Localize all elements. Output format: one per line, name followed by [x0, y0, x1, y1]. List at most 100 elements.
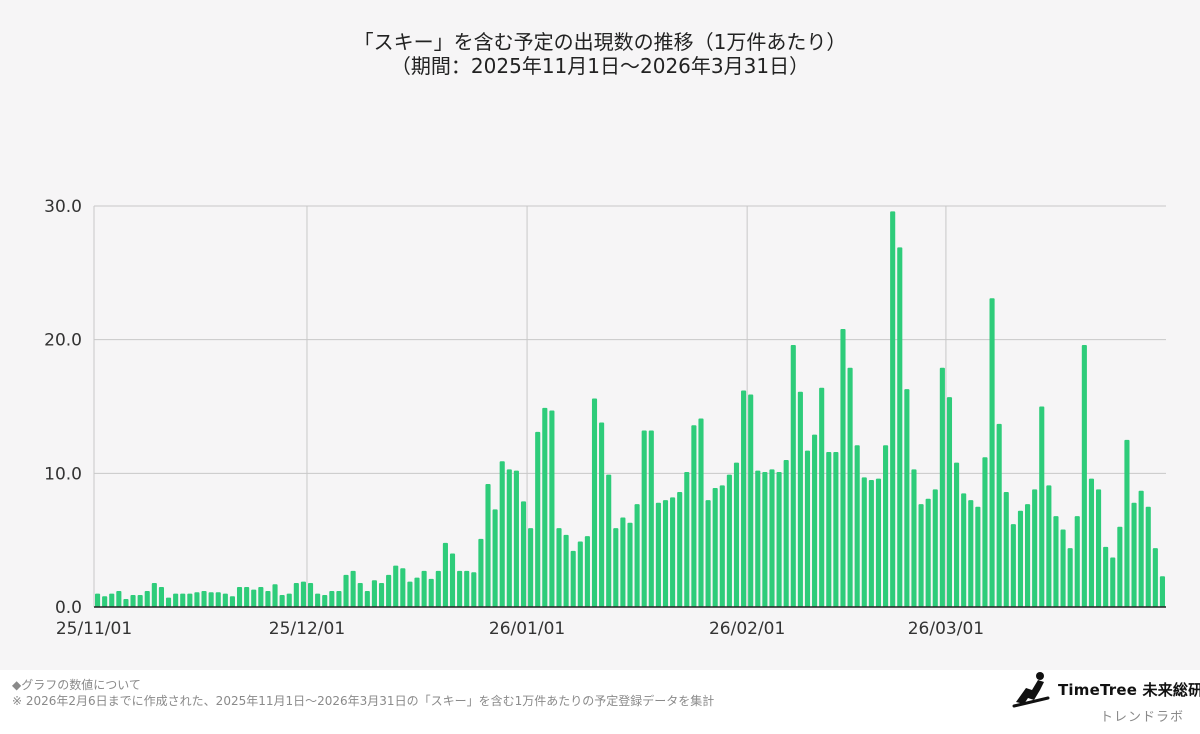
- bar: [733, 462, 740, 607]
- bar: [918, 504, 924, 607]
- bar: [890, 211, 896, 607]
- bar: [322, 594, 328, 607]
- bar: [236, 586, 243, 607]
- bar: [307, 582, 314, 607]
- chart-title-line1: 「スキー」を含む予定の出現数の推移（1万件あたり）: [353, 30, 847, 54]
- bar: [563, 534, 569, 607]
- bar: [414, 577, 420, 607]
- bar: [336, 590, 342, 607]
- bar: [577, 541, 583, 607]
- bar: [954, 462, 960, 607]
- bar: [1067, 548, 1073, 607]
- bar: [94, 593, 101, 607]
- data-note-text: ※ 2026年2月6日までに作成された、2025年11月1日〜2026年3月31…: [12, 694, 715, 708]
- bar: [961, 493, 967, 607]
- bar: [222, 593, 228, 607]
- bar: [485, 484, 491, 607]
- bar: [251, 589, 257, 607]
- bar: [790, 345, 796, 607]
- bar: [528, 528, 534, 607]
- bar: [1046, 485, 1052, 607]
- bar: [258, 586, 264, 607]
- bar: [300, 581, 306, 607]
- bar: [393, 565, 399, 607]
- skier-logo-icon: [1012, 672, 1050, 708]
- bar: [698, 418, 704, 607]
- bar: [826, 451, 832, 607]
- brand-subtitle: トレンドラボ: [1100, 710, 1185, 725]
- bar: [1003, 492, 1009, 607]
- bar: [946, 397, 953, 607]
- bar: [726, 474, 732, 607]
- bar: [712, 488, 718, 607]
- bar: [1103, 546, 1109, 607]
- bar: [215, 592, 221, 607]
- bar: [265, 590, 271, 607]
- bar: [1032, 489, 1038, 607]
- bar: [180, 593, 186, 607]
- bar: [513, 470, 519, 607]
- bar: [1081, 345, 1087, 607]
- bar: [840, 328, 846, 607]
- brand-block: TimeTree 未来総研 トレンドラボ: [1012, 670, 1200, 730]
- bar: [1060, 529, 1066, 607]
- bar: [939, 367, 945, 607]
- bar: [762, 471, 768, 607]
- bar: [1110, 557, 1116, 607]
- brand-name: TimeTree 未来総研: [1058, 681, 1200, 699]
- bar: [457, 570, 463, 607]
- bar: [776, 471, 782, 607]
- bar: [194, 592, 200, 607]
- x-tick-label: 26/02/01: [709, 619, 785, 639]
- bar: [670, 497, 676, 607]
- bar: [102, 596, 108, 607]
- bar: [400, 568, 406, 607]
- bar: [286, 593, 292, 607]
- bar: [1152, 548, 1158, 607]
- bar: [123, 598, 129, 607]
- bar: [556, 528, 562, 607]
- bar: [819, 387, 825, 607]
- bar: [1138, 490, 1144, 607]
- bar: [641, 430, 647, 607]
- chart-title-line2: （期間：2025年11月1日〜2026年3月31日）: [390, 54, 810, 78]
- bar: [861, 477, 867, 607]
- bar: [421, 570, 427, 607]
- bar: [208, 592, 214, 607]
- bar: [1145, 506, 1151, 607]
- bar: [428, 578, 434, 607]
- bar: [606, 474, 612, 607]
- bar: [975, 506, 981, 607]
- bar-chart: 0.0 10.0 20.0 30.0 25/11/01 25/12/01 26/01/01 2…: [44, 197, 1166, 639]
- bar: [151, 582, 157, 607]
- bar: [1117, 526, 1123, 607]
- bar: [812, 434, 818, 607]
- bar: [315, 593, 321, 607]
- bar: [116, 590, 122, 607]
- x-tick-label: 25/11/01: [56, 619, 132, 639]
- bar: [591, 398, 598, 607]
- bar: [173, 593, 179, 607]
- data-note-heading: ◆グラフの数値について: [12, 678, 141, 692]
- bar: [244, 586, 250, 607]
- bar: [833, 451, 839, 607]
- bar: [989, 298, 995, 607]
- bar: [1025, 504, 1031, 607]
- bar: [620, 517, 626, 607]
- bar: [492, 509, 498, 607]
- bar: [613, 528, 619, 607]
- bar: [464, 570, 470, 607]
- bar: [158, 586, 164, 607]
- bar: [272, 584, 278, 607]
- bar: [357, 582, 363, 607]
- bar: [925, 498, 931, 607]
- bar: [677, 492, 683, 607]
- bar: [854, 445, 860, 607]
- y-tick-label: 20.0: [44, 331, 82, 351]
- bar: [350, 570, 356, 607]
- bar: [506, 469, 512, 607]
- bar: [542, 407, 548, 607]
- bar: [875, 478, 882, 607]
- bar: [1039, 406, 1045, 607]
- bar: [187, 593, 193, 607]
